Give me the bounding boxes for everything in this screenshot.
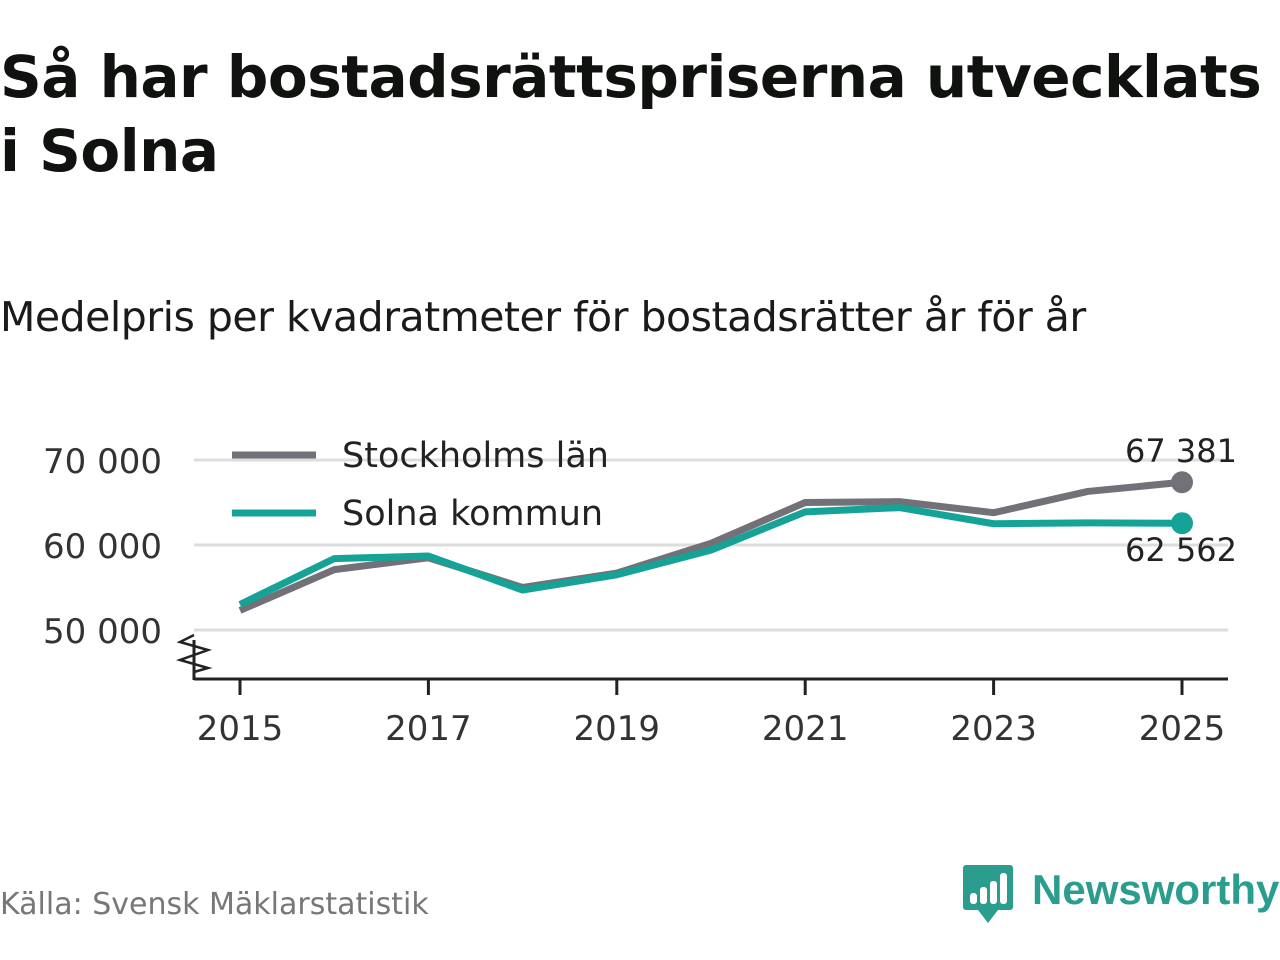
brand-logo[interactable]: Newsworthy <box>962 862 1279 928</box>
x-tick-label: 2023 <box>950 709 1037 749</box>
y-tick-label: 70 000 <box>43 442 162 482</box>
y-tick-label: 50 000 <box>43 612 162 652</box>
x-tick-label: 2025 <box>1139 709 1226 749</box>
series-line-stockholms-lan <box>238 478 1183 614</box>
series-end-dot <box>1171 512 1193 535</box>
source-note: Källa: Svensk Mäklarstatistik <box>0 887 429 922</box>
chart-title: Så har bostadsrättspriserna utvecklats i… <box>0 43 1262 185</box>
legend-label: Solna kommun <box>342 494 603 534</box>
legend-label: Stockholms län <box>342 436 609 476</box>
chart-subtitle: Medelpris per kvadratmeter för bostadsrä… <box>0 293 1086 341</box>
y-tick-label: 60 000 <box>43 527 162 567</box>
end-value-label: 62 562 <box>1125 531 1237 569</box>
x-tick-label: 2021 <box>762 709 849 749</box>
newsworthy-logo-icon <box>963 865 1013 923</box>
x-tick-label: 2017 <box>385 709 472 749</box>
x-tick-label: 2015 <box>197 709 284 749</box>
brand-name: Newsworthy <box>1032 866 1280 913</box>
x-tick-label: 2019 <box>574 709 661 749</box>
end-value-label: 67 381 <box>1125 432 1237 470</box>
series-line-solna-kommun <box>238 504 1183 608</box>
series-end-dot <box>1171 471 1193 494</box>
axis-break-mark <box>175 633 213 674</box>
